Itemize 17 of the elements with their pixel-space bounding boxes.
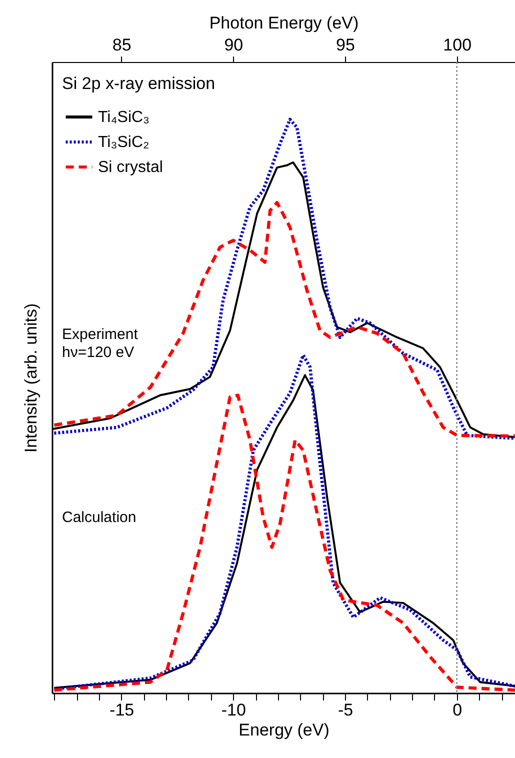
legend-label: Ti₄SiC₃: [98, 109, 150, 126]
legend-label: Si crystal: [98, 159, 163, 176]
x2-tick-label: 95: [336, 36, 355, 54]
x-tick-label: -5: [338, 700, 354, 720]
x2-tick-label: 85: [112, 36, 132, 54]
x-tick-label: -10: [221, 700, 246, 720]
x-tick-label: -15: [110, 700, 134, 720]
text: Si 2p x-ray emission: [62, 74, 216, 93]
x2-axis-title: Photon Energy (eV): [209, 14, 359, 32]
x-tick-label: 0: [452, 700, 462, 720]
legend-label: Ti₃SiC₂: [98, 134, 150, 151]
x2-tick-label: 100: [443, 36, 472, 54]
x-axis-title: Energy (eV): [238, 720, 330, 740]
annotation: Experiment hν=120 eV: [62, 326, 139, 361]
y-axis-title: Intensity (arb. units): [22, 303, 40, 453]
x2-tick-label: 90: [224, 36, 244, 54]
annotation: Calculation: [62, 509, 136, 526]
